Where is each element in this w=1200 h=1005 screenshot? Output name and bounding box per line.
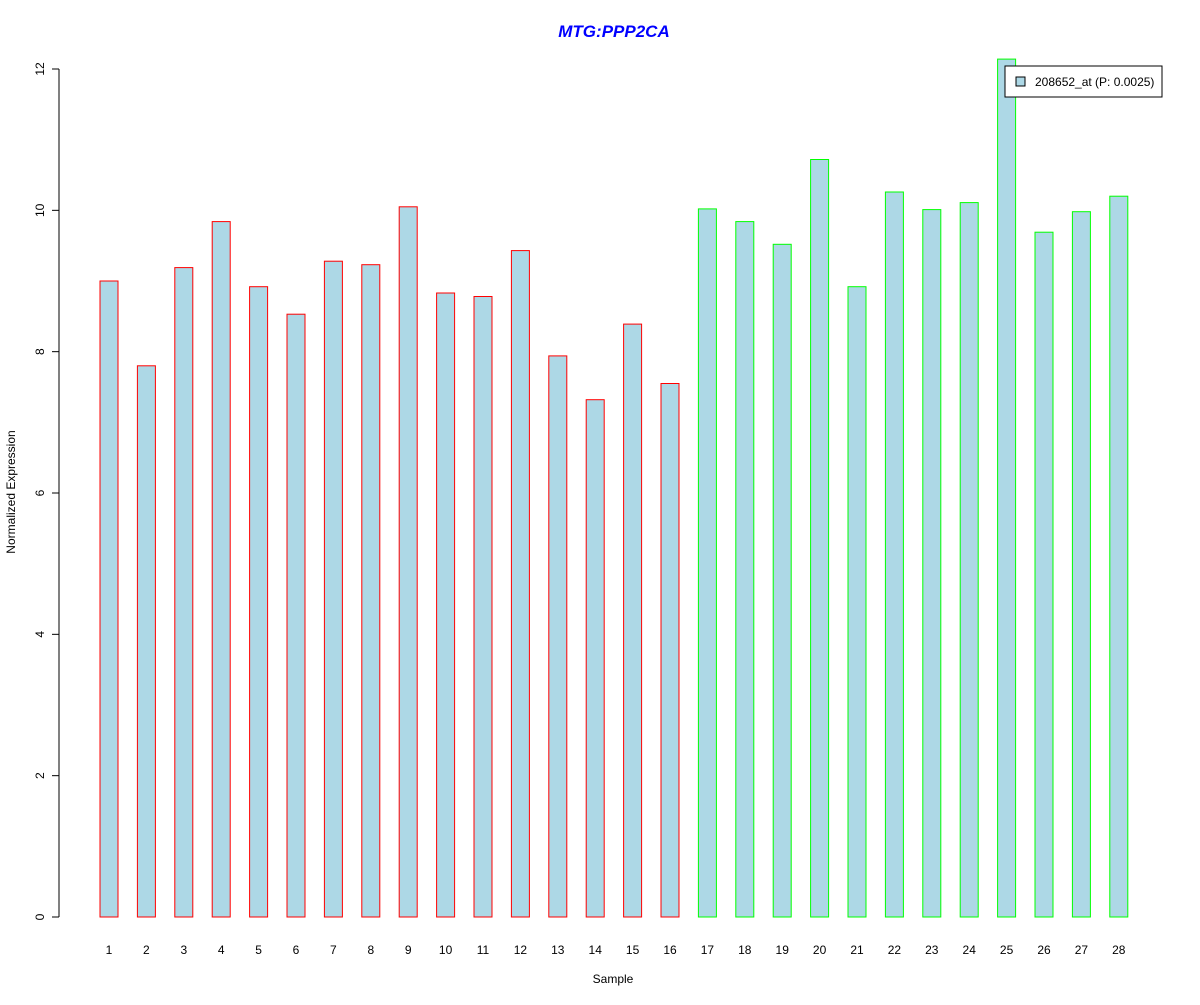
bar-sample-27 (1071, 211, 1091, 918)
bar-sample-17 (697, 208, 717, 918)
x-tick-label: 23 (925, 943, 939, 957)
legend-label: 208652_at (P: 0.0025) (1035, 75, 1154, 89)
bar-sample-20 (810, 159, 830, 918)
x-tick-label: 1 (106, 943, 113, 957)
bar-sample-7 (323, 260, 343, 918)
bar-sample-9 (398, 206, 418, 918)
x-tick-label: 13 (551, 943, 565, 957)
bar-sample-25 (997, 58, 1017, 918)
bar-sample-2 (136, 365, 156, 918)
bar-sample-5 (249, 286, 269, 918)
legend-box (1004, 65, 1163, 98)
legend-swatch (1015, 76, 1026, 87)
x-tick-label: 16 (663, 943, 677, 957)
bar-sample-18 (735, 221, 755, 918)
y-tick-label: 2 (33, 772, 47, 779)
x-tick-label: 18 (738, 943, 752, 957)
x-tick-label: 24 (963, 943, 977, 957)
x-tick-label: 8 (367, 943, 374, 957)
x-tick-label: 26 (1037, 943, 1051, 957)
bar-sample-12 (510, 250, 530, 918)
x-tick-label: 19 (776, 943, 790, 957)
x-tick-label: 25 (1000, 943, 1014, 957)
legend: 208652_at (P: 0.0025) (1004, 65, 1163, 98)
x-tick-label: 12 (514, 943, 528, 957)
bar-sample-22 (884, 191, 904, 918)
bar-sample-8 (361, 264, 381, 918)
x-tick-label: 6 (293, 943, 300, 957)
x-tick-label: 2 (143, 943, 150, 957)
bar-sample-26 (1034, 231, 1054, 918)
x-tick-label: 10 (439, 943, 453, 957)
bar-sample-1 (99, 280, 119, 918)
bar-sample-10 (436, 292, 456, 918)
x-tick-label: 22 (888, 943, 902, 957)
x-tick-label: 21 (850, 943, 864, 957)
bar-sample-24 (959, 202, 979, 918)
x-tick-label: 5 (255, 943, 262, 957)
x-tick-label: 9 (405, 943, 412, 957)
x-tick-label: 20 (813, 943, 827, 957)
bar-sample-23 (922, 209, 942, 918)
bar-sample-14 (585, 399, 605, 918)
x-tick-label: 17 (701, 943, 715, 957)
y-tick-label: 4 (33, 631, 47, 638)
bar-sample-28 (1109, 195, 1129, 918)
y-tick-label: 0 (33, 913, 47, 920)
bar-sample-13 (548, 355, 568, 918)
y-tick-label: 12 (33, 62, 47, 76)
x-tick-label: 3 (180, 943, 187, 957)
bar-sample-16 (660, 383, 680, 918)
bar-sample-6 (286, 313, 306, 918)
bars-group (99, 58, 1129, 918)
bar-sample-19 (772, 243, 792, 918)
x-tick-label: 7 (330, 943, 337, 957)
x-tick-label: 14 (589, 943, 603, 957)
y-tick-label: 10 (33, 203, 47, 217)
bar-sample-21 (847, 286, 867, 918)
x-axis-label: Sample (593, 972, 634, 986)
x-tick-label: 15 (626, 943, 640, 957)
bar-sample-15 (623, 323, 643, 918)
bar-sample-11 (473, 296, 493, 918)
y-tick-label: 8 (33, 348, 47, 355)
y-tick-label: 6 (33, 489, 47, 496)
x-tick-label: 4 (218, 943, 225, 957)
x-tick-label: 27 (1075, 943, 1089, 957)
chart-title: MTG:PPP2CA (558, 22, 669, 41)
y-axis: 0 2 4 6 8 10 12 (33, 62, 60, 920)
x-tick-labels: 1 2 3 4 5 6 7 8 9 10 11 12 13 14 15 16 17 18 19 20 21 22 23 24 2… (106, 943, 1126, 957)
x-tick-label: 28 (1112, 943, 1126, 957)
y-axis-label: Normalized Expression (4, 430, 18, 553)
bar-sample-4 (211, 221, 231, 918)
bar-sample-3 (174, 267, 194, 918)
x-tick-label: 11 (477, 943, 490, 957)
